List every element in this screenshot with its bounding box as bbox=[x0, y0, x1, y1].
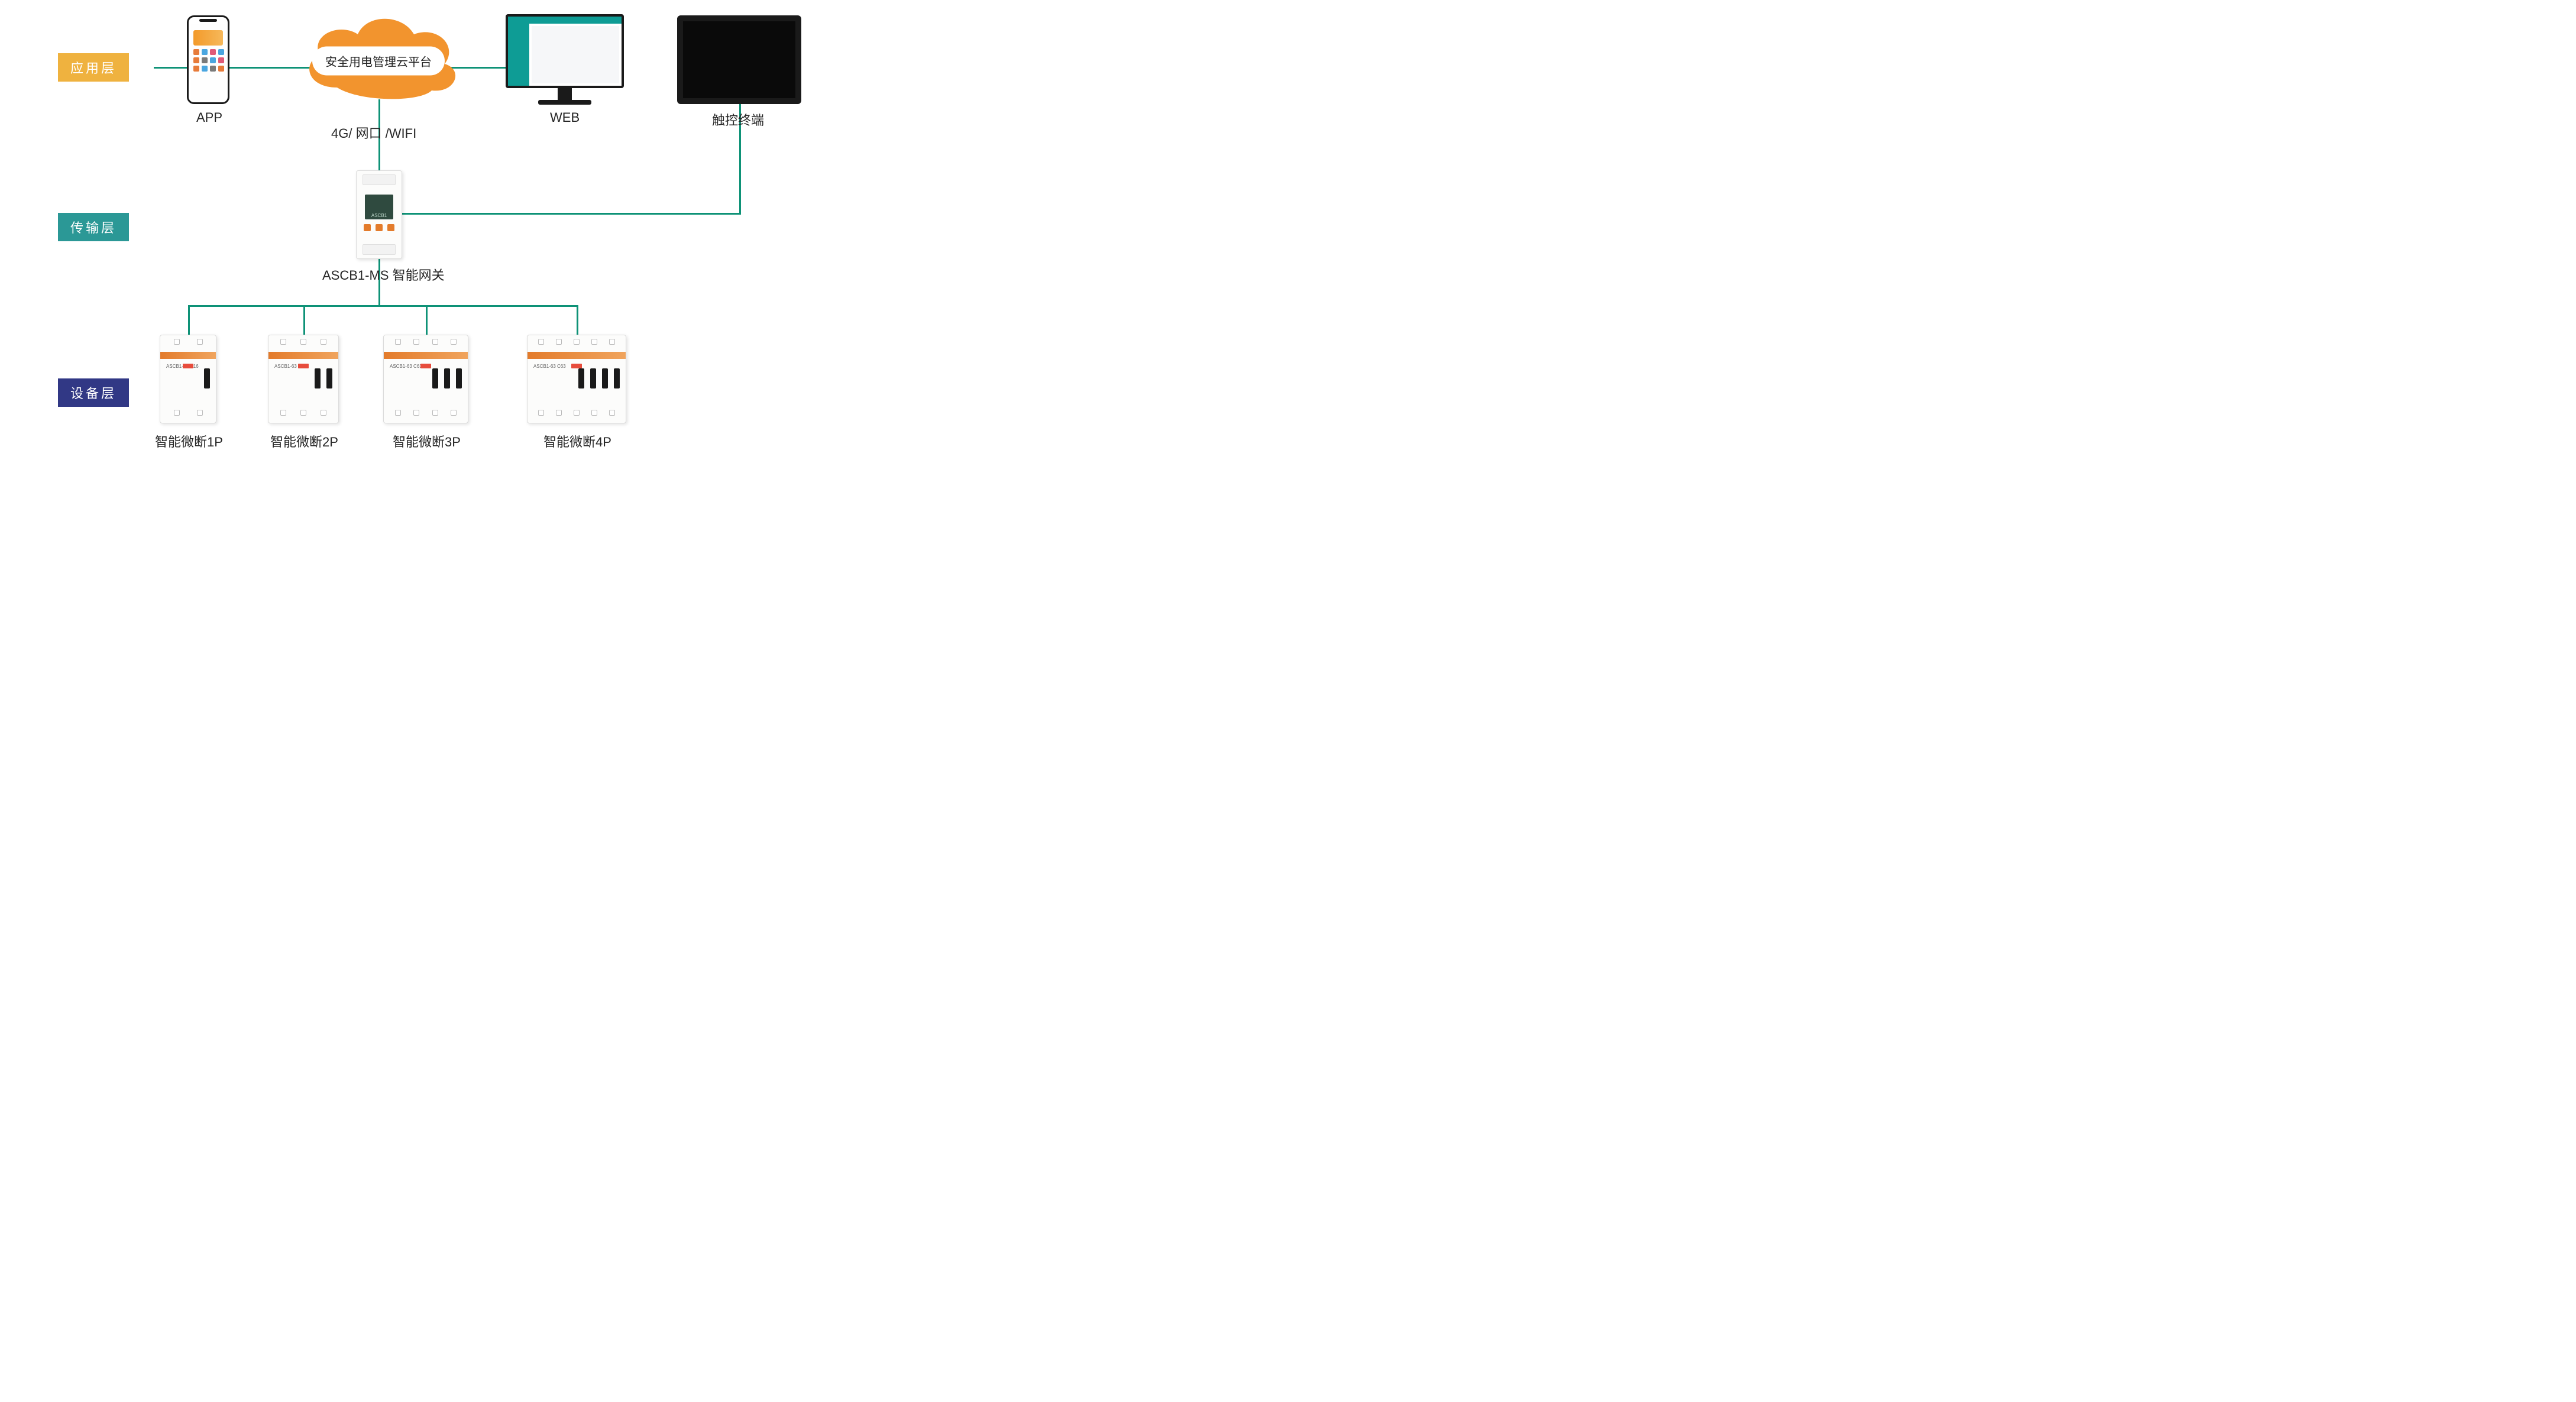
cloud-title-pill: 安全用电管理云平台 bbox=[312, 47, 445, 76]
conn-gw-tablet-h bbox=[402, 213, 739, 215]
node-phone bbox=[187, 15, 229, 104]
label-breaker-3p: 智能微断3P bbox=[393, 432, 461, 451]
node-breaker-2p: ASCB1-63 C32 bbox=[268, 335, 339, 423]
label-gateway: ASCB1-MS 智能网关 bbox=[322, 265, 445, 284]
node-breaker-1p: ASCB1-63 C16 bbox=[160, 335, 216, 423]
conn-b1 bbox=[188, 305, 190, 335]
conn-b2 bbox=[303, 305, 305, 335]
layer-app: 应用层 bbox=[58, 53, 129, 82]
label-tablet: 触控终端 bbox=[712, 110, 764, 129]
layer-transport: 传输层 bbox=[58, 213, 129, 241]
gateway-lcd: ASCB1 bbox=[365, 195, 393, 219]
label-phone: APP bbox=[196, 110, 222, 125]
conn-breaker-bus bbox=[188, 305, 578, 307]
label-breaker-1p: 智能微断1P bbox=[155, 432, 223, 451]
layer-device: 设备层 bbox=[58, 378, 129, 407]
label-web: WEB bbox=[550, 110, 580, 125]
node-breaker-3p: ASCB1-63 C63 bbox=[383, 335, 468, 423]
conn-b4 bbox=[577, 305, 578, 335]
label-cloud-sub: 4G/ 网口 /WIFI bbox=[331, 123, 416, 142]
node-cloud: 安全用电管理云平台 bbox=[290, 5, 467, 105]
label-breaker-2p: 智能微断2P bbox=[270, 432, 338, 451]
node-web bbox=[506, 14, 624, 105]
phone-app-icons bbox=[193, 49, 223, 72]
conn-b3 bbox=[426, 305, 428, 335]
node-gateway: ASCB1 bbox=[356, 170, 402, 259]
label-breaker-4p: 智能微断4P bbox=[543, 432, 611, 451]
node-tablet bbox=[677, 15, 801, 104]
node-breaker-4p: ASCB1-63 C63 bbox=[527, 335, 626, 423]
